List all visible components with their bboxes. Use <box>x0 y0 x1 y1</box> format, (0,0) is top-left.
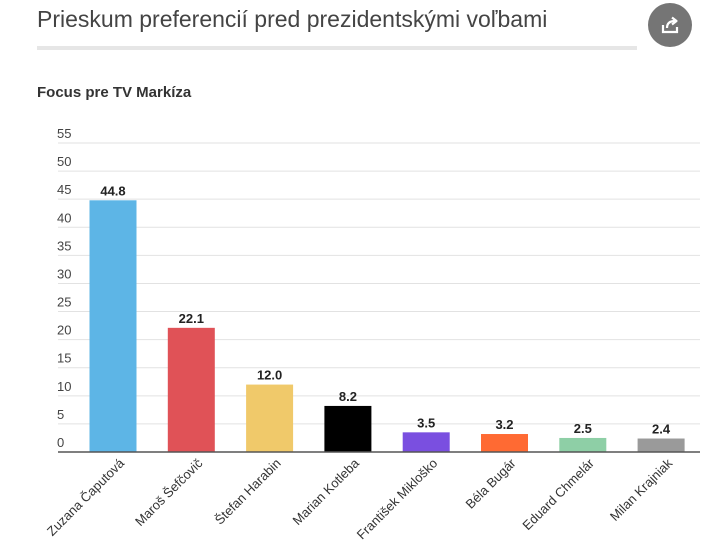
y-tick-label: 10 <box>57 379 71 394</box>
x-category-label: Marian Kotleba <box>290 455 363 528</box>
bar-value-label: 22.1 <box>179 311 204 326</box>
x-category-label: Béla Bugár <box>463 455 520 512</box>
y-tick-label: 35 <box>57 238 71 253</box>
x-category-label: Eduard Chmelár <box>519 455 597 533</box>
bar-value-label: 3.5 <box>417 415 435 430</box>
y-tick-label: 45 <box>57 182 71 197</box>
x-category-label: František Mikloško <box>354 456 441 543</box>
bar <box>637 438 685 452</box>
x-category-label: Maroš Šefčovič <box>132 455 206 529</box>
y-tick-label: 55 <box>57 126 71 141</box>
share-icon <box>661 16 679 34</box>
y-tick-label: 50 <box>57 154 71 169</box>
page-title: Prieskum preferencií pred prezidentskými… <box>37 6 548 32</box>
x-category-label: Štefan Harabin <box>212 456 284 528</box>
bar <box>246 384 294 452</box>
y-tick-label: 5 <box>57 407 64 422</box>
x-category-label: Milan Krajniak <box>607 455 676 524</box>
bar-value-label: 12.0 <box>257 368 282 383</box>
y-tick-label: 0 <box>57 435 64 450</box>
x-category-label: Zuzana Čaputová <box>44 455 128 539</box>
bar-value-label: 8.2 <box>339 389 357 404</box>
bar <box>402 432 450 452</box>
chart-subtitle: Focus pre TV Markíza <box>37 84 192 101</box>
bar-value-label: 2.4 <box>652 422 671 437</box>
y-tick-label: 20 <box>57 323 71 338</box>
bar <box>89 200 137 452</box>
y-tick-label: 25 <box>57 295 71 310</box>
bar <box>481 434 528 452</box>
share-button[interactable] <box>648 3 692 47</box>
bar-value-label: 44.8 <box>100 183 125 198</box>
bar <box>324 405 372 452</box>
y-tick-label: 15 <box>57 351 71 366</box>
bar-value-label: 3.2 <box>495 417 513 432</box>
bar-value-label: 2.5 <box>574 421 592 436</box>
y-tick-label: 40 <box>57 210 71 225</box>
bar <box>167 327 215 452</box>
y-tick-label: 30 <box>57 266 71 281</box>
bar <box>559 437 607 452</box>
title-divider <box>37 46 637 50</box>
